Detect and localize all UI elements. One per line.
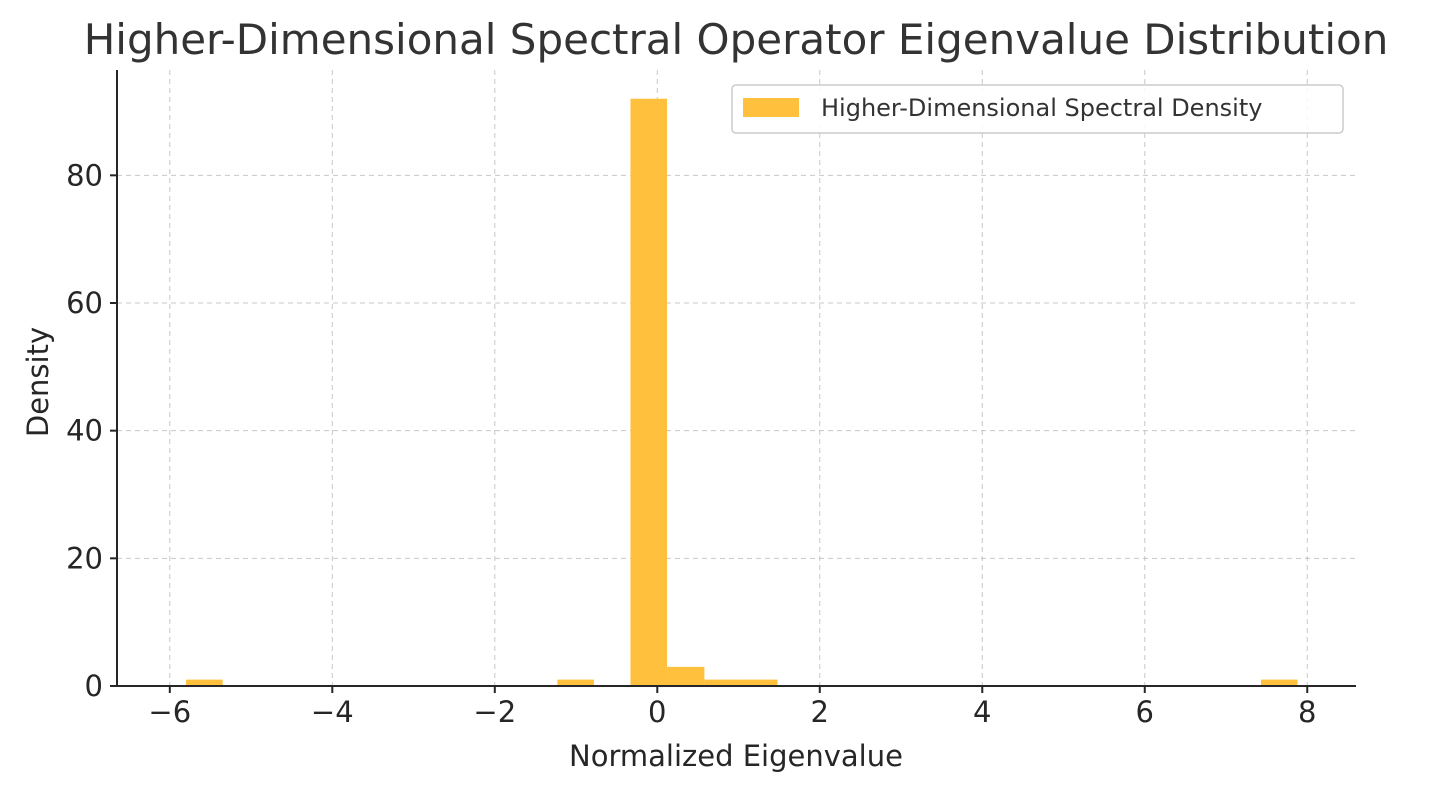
x-tick-label: −2 bbox=[473, 695, 516, 729]
chart-title: Higher-Dimensional Spectral Operator Eig… bbox=[84, 15, 1389, 64]
x-tick-label: 8 bbox=[1298, 695, 1316, 729]
grid-lines bbox=[117, 70, 1356, 687]
x-tick-label: −6 bbox=[148, 695, 191, 729]
x-tick-label: 0 bbox=[648, 695, 666, 729]
x-tick-label: −4 bbox=[311, 695, 354, 729]
histogram-bar bbox=[557, 679, 594, 686]
histogram-bar bbox=[740, 679, 778, 686]
histogram-bar bbox=[704, 679, 741, 686]
legend: Higher-Dimensional Spectral Density bbox=[731, 84, 1344, 134]
x-tick-label: 6 bbox=[1136, 695, 1154, 729]
histogram-bar bbox=[1260, 679, 1298, 686]
x-tick-label: 4 bbox=[973, 695, 991, 729]
legend-frame bbox=[731, 84, 1344, 134]
y-axis-label: Density bbox=[21, 327, 55, 437]
histogram-bar bbox=[667, 666, 705, 686]
histogram-bar bbox=[186, 679, 223, 686]
y-axis-ticks: 0 20 40 60 80 bbox=[66, 158, 117, 703]
y-tick-label: 20 bbox=[66, 541, 103, 575]
y-tick-label: 0 bbox=[85, 669, 103, 703]
y-tick-label: 60 bbox=[66, 286, 103, 320]
x-axis-ticks: −6 −4 −2 0 2 4 6 8 bbox=[148, 686, 1316, 729]
x-tick-label: 2 bbox=[811, 695, 829, 729]
legend-label: Higher-Dimensional Spectral Density bbox=[821, 94, 1262, 122]
y-tick-label: 80 bbox=[66, 158, 103, 192]
y-tick-label: 40 bbox=[66, 414, 103, 448]
x-axis-label: Normalized Eigenvalue bbox=[569, 739, 903, 773]
legend-swatch bbox=[743, 98, 799, 117]
bars bbox=[186, 98, 1298, 686]
histogram-bar bbox=[630, 98, 668, 686]
